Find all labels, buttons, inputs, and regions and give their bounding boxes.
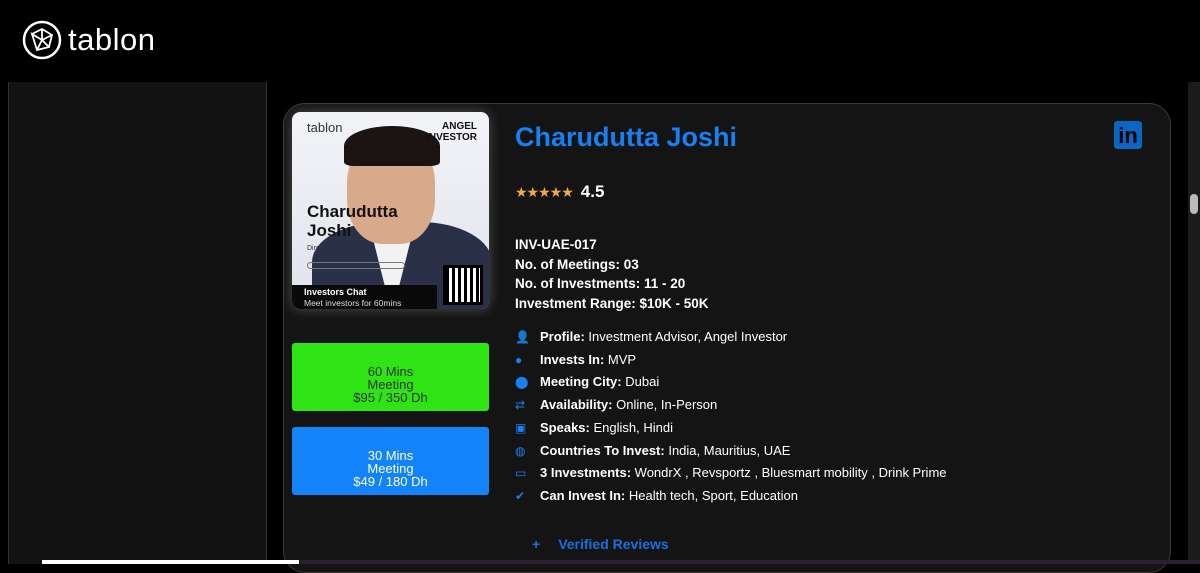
photo-hair bbox=[344, 126, 440, 166]
tablon-logo[interactable]: tablon bbox=[22, 20, 155, 60]
detail-row: 👤 Profile: Investment Advisor, Angel Inve… bbox=[515, 326, 947, 349]
detail-label: Can Invest In: bbox=[540, 487, 626, 503]
detail-row: ▣ Speaks: English, Hindi bbox=[515, 417, 947, 440]
investor-id: INV-UAE-017 bbox=[515, 237, 597, 252]
scrollbar[interactable] bbox=[1188, 82, 1200, 564]
detail-label: Invests In: bbox=[540, 351, 605, 367]
detail-row: ● Invests In: MVP bbox=[515, 349, 947, 372]
brand-name: tablon bbox=[68, 22, 156, 57]
user-icon: 👤 bbox=[515, 330, 530, 344]
detail-row: ⇄ Availability: Online, In-Person bbox=[515, 394, 947, 417]
photo-pill bbox=[307, 262, 405, 269]
detail-value: Investment Advisor, Angel Investor bbox=[584, 329, 788, 344]
check-icon: ✔ bbox=[515, 488, 526, 503]
handshake-icon: ⇄ bbox=[515, 398, 526, 413]
detail-value: MVP bbox=[604, 351, 637, 367]
investment-range: Investment Range: $10K - 50K bbox=[515, 295, 709, 311]
investor-stats: INV-UAE-017 No. of Meetings: 03 No. of I… bbox=[515, 235, 709, 313]
detail-label: Meeting City: bbox=[540, 374, 622, 390]
detail-label: Availability: bbox=[540, 397, 613, 413]
scrollbar-thumb[interactable] bbox=[1190, 194, 1198, 214]
details-list: 👤 Profile: Investment Advisor, Angel Inve… bbox=[515, 326, 947, 508]
bottom-bar-dark bbox=[300, 560, 1200, 564]
detail-label: Countries To Invest: bbox=[540, 442, 665, 458]
sidebar-panel bbox=[8, 82, 267, 564]
detail-row: ✔ Can Invest In: Health tech, Sport, Educ… bbox=[515, 485, 947, 508]
rating: ★★★★★ 4.5 bbox=[515, 182, 604, 202]
detail-value: Dubai bbox=[621, 374, 660, 390]
photo-badge: ANGEL INVESTOR bbox=[426, 121, 477, 143]
detail-label: Speaks: bbox=[540, 419, 590, 435]
investments-count: No. of Investments: 11 - 20 bbox=[515, 276, 686, 291]
detail-value: WondrX , Revsportz , Bluesmart mobility … bbox=[631, 465, 947, 481]
book-30-min-button[interactable]: 30 Mins Meeting $49 / 180 Dh bbox=[292, 427, 489, 495]
book-60-min-button[interactable]: 60 Mins Meeting $95 / 350 Dh bbox=[292, 343, 489, 411]
detail-value: Online, In-Person bbox=[612, 397, 718, 413]
detail-value: Health tech, Sport, Education bbox=[625, 487, 798, 503]
detail-row: ▭ 3 Investments: WondrX , Revsportz , Blu… bbox=[515, 462, 947, 485]
detail-label: Profile: bbox=[540, 329, 585, 344]
photo-role: Director bbox=[307, 245, 332, 252]
globe-icon: ◍ bbox=[515, 443, 526, 458]
investor-card: tablon ANGEL INVESTOR Charudutta Joshi Dir… bbox=[283, 103, 1171, 573]
detail-value: English, Hindi bbox=[589, 419, 673, 435]
investor-photo: tablon ANGEL INVESTOR Charudutta Joshi Dir… bbox=[292, 112, 489, 309]
credit-card-icon: ▭ bbox=[515, 466, 527, 481]
investor-name: Charudutta Joshi bbox=[515, 122, 738, 152]
star-rating-icon: ★★★★★ bbox=[515, 183, 574, 200]
photo-chat-bar: Investors Chat Meet investors for 60mins bbox=[292, 285, 437, 309]
detail-row: ◍ Countries To Invest: India, Mauritius, … bbox=[515, 440, 947, 463]
reviews-label: Verified Reviews bbox=[558, 536, 669, 552]
network-globe-icon bbox=[22, 20, 62, 60]
meetings-count: No. of Meetings: 03 bbox=[515, 256, 639, 272]
qr-code bbox=[443, 265, 483, 305]
language-icon: ▣ bbox=[515, 420, 527, 435]
detail-value: India, Mauritius, UAE bbox=[664, 442, 791, 458]
detail-label: 3 Investments: bbox=[540, 465, 632, 481]
photo-brand: tablon bbox=[307, 120, 343, 135]
rocket-icon: ● bbox=[515, 352, 523, 367]
map-pin-icon: ⬤ bbox=[515, 375, 529, 390]
detail-row: ⬤ Meeting City: Dubai bbox=[515, 371, 947, 394]
photo-name: Charudutta Joshi bbox=[307, 202, 398, 240]
verified-reviews-toggle[interactable]: + Verified Reviews bbox=[532, 536, 687, 552]
linkedin-icon[interactable]: in bbox=[1114, 121, 1142, 149]
bottom-bar bbox=[42, 560, 299, 564]
plus-icon: + bbox=[532, 536, 541, 552]
rating-value: 4.5 bbox=[580, 182, 605, 201]
